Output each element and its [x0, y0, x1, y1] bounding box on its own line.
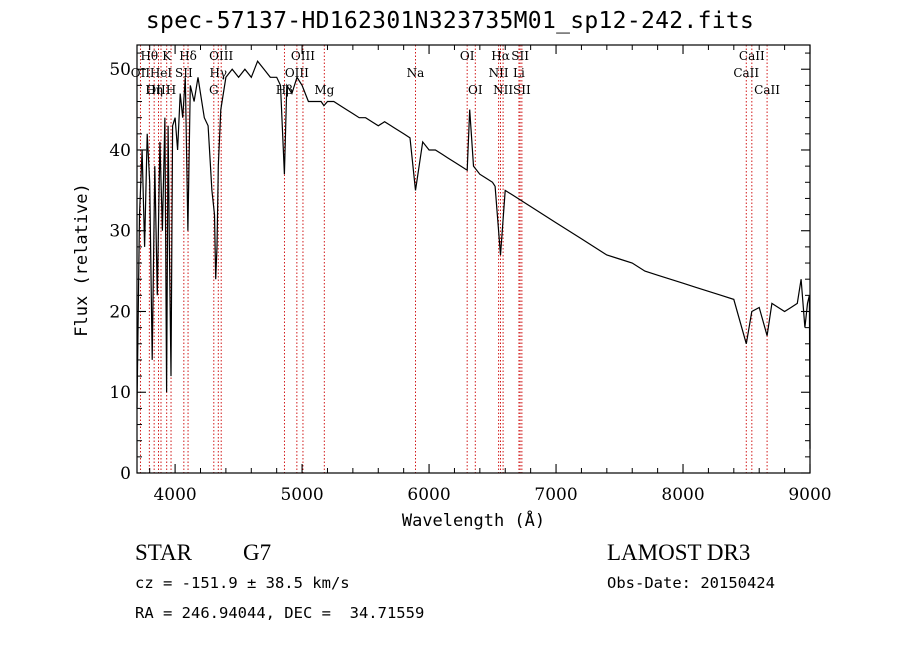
velocity-readout: cz = -151.9 ± 38.5 km/s: [135, 574, 350, 592]
spectrum-series-line: [136, 60, 811, 449]
line-marker-label: OII: [131, 66, 151, 80]
line-marker-label: K: [162, 49, 172, 63]
line-marker-label: H: [166, 83, 176, 97]
spectral-subclass: G7: [243, 540, 272, 565]
y-tick-label: 0: [120, 464, 131, 484]
y-axis-ticks: 0 10 20 30 40 50: [109, 52, 810, 484]
line-marker-label: Li: [513, 66, 525, 80]
y-tick-label: 40: [109, 141, 131, 161]
x-axis-ticks: 4000 5000 6000 7000 8000 9000: [149, 45, 832, 505]
line-markers: [139, 45, 768, 473]
observation-date: Obs-Date: 20150424: [607, 574, 775, 592]
line-marker-label: Mg: [314, 83, 334, 97]
y-tick-label: 10: [109, 383, 131, 403]
line-marker-label: SII: [175, 66, 193, 80]
line-marker-label: G: [209, 83, 219, 97]
line-marker-label: Hη: [145, 83, 163, 97]
line-marker-label: CaII: [754, 83, 780, 97]
line-marker-label: OI: [468, 83, 483, 97]
line-marker-label: SII: [513, 83, 531, 97]
plot-frame: [136, 44, 811, 474]
line-marker-label: Na: [407, 66, 425, 80]
line-marker-label: NII: [493, 83, 513, 97]
line-marker-label: Hγ: [209, 66, 227, 80]
line-marker-label: Hδ: [179, 49, 197, 63]
line-marker-label: OI: [460, 49, 475, 63]
line-marker-label: OIII: [285, 66, 309, 80]
y-tick-label: 20: [109, 302, 131, 322]
line-marker-label: SII: [511, 49, 529, 63]
line-marker-label: Hθ: [140, 49, 158, 63]
x-tick-label: 7000: [534, 485, 577, 505]
x-tick-label: 5000: [280, 485, 323, 505]
line-marker-label: Hα: [491, 49, 510, 63]
y-tick-label: 50: [109, 60, 131, 80]
x-tick-label: 6000: [407, 485, 450, 505]
x-tick-label: 4000: [153, 485, 196, 505]
x-axis-label: Wavelength (Å): [401, 511, 546, 531]
object-type: STAR: [135, 540, 192, 565]
x-tick-label: 8000: [661, 485, 704, 505]
coordinates-readout: RA = 246.94044, DEC = 34.71559: [135, 604, 425, 622]
line-marker-label: OIII: [291, 49, 315, 63]
line-marker-label: CaII: [733, 66, 759, 80]
line-marker-label: Hβ: [276, 83, 293, 97]
survey-name: LAMOST DR3: [607, 540, 751, 565]
line-marker-label: OIII: [146, 83, 170, 97]
y-axis-label: Flux (relative): [72, 183, 92, 337]
x-tick-label: 9000: [788, 485, 831, 505]
line-marker-label: CaII: [739, 49, 765, 63]
line-marker-label: OIII: [209, 49, 233, 63]
y-tick-label: 30: [109, 222, 131, 242]
line-marker-label: NII: [489, 66, 509, 80]
chart-title: spec-57137-HD162301N323735M01_sp12-242.f…: [145, 8, 755, 34]
line-marker-label: HeI: [150, 66, 173, 80]
